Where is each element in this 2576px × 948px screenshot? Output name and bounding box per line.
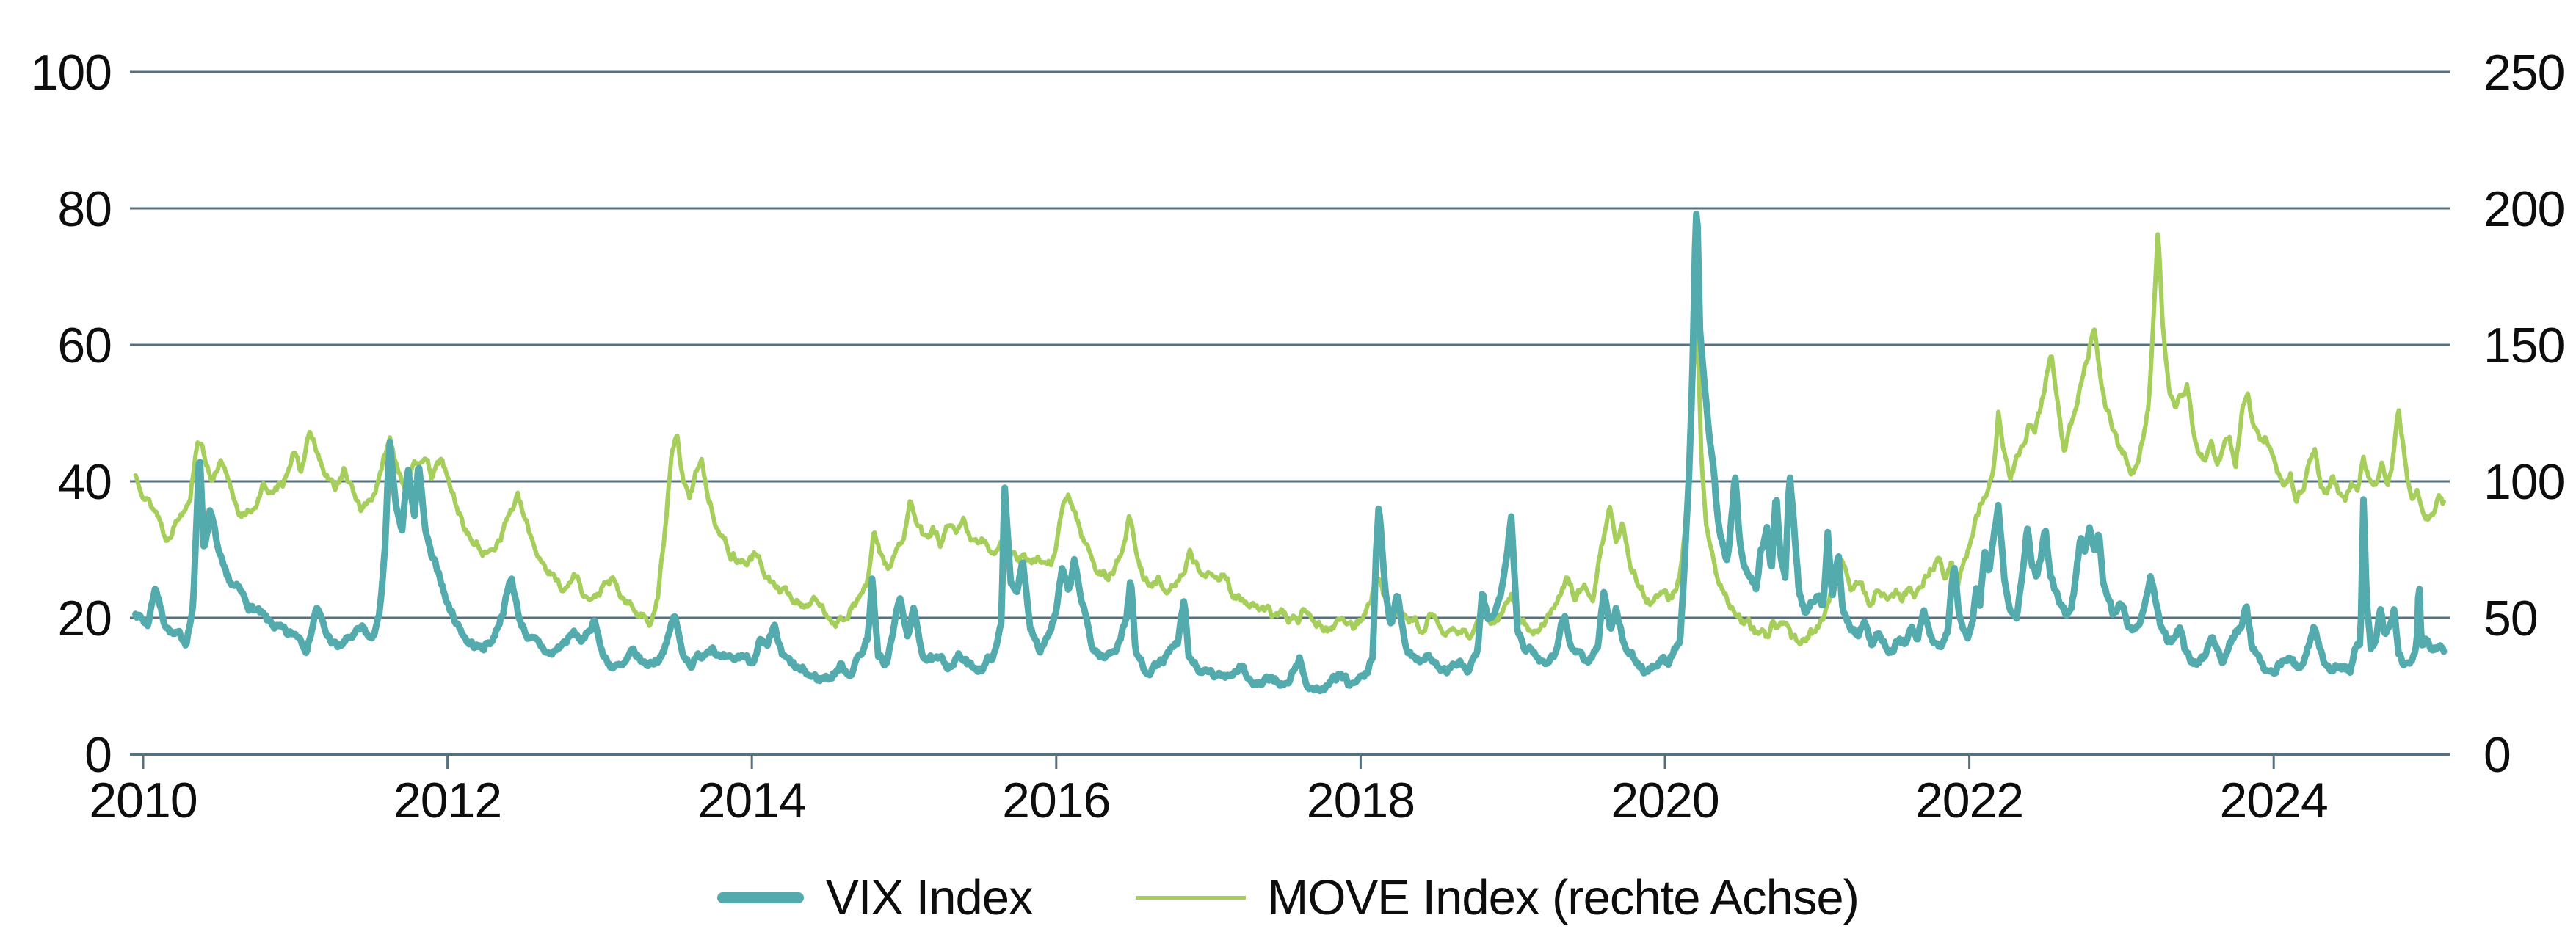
- move-legend-label: MOVE Index (rechte Achse): [1267, 869, 1860, 925]
- series-lines: [132, 211, 2448, 695]
- move-line-swatch: [1135, 895, 1246, 900]
- legend-item-vix: VIX Index: [717, 869, 1034, 926]
- legend-item-move: MOVE Index (rechte Achse): [1135, 869, 1860, 926]
- y-axis-right-label: 150: [2484, 318, 2564, 373]
- y-axis-left-label: 20: [57, 591, 112, 646]
- y-axis-left-label: 80: [57, 181, 112, 237]
- move-line: [133, 232, 2446, 647]
- y-axis-right-label: 250: [2484, 45, 2564, 101]
- x-axis-label: 2024: [2220, 773, 2328, 828]
- axis-labels: 0 20 40 60 80 100 0 50 100 150 200 250 2010 2012 2014 2…: [31, 45, 2566, 828]
- vix-line: [132, 211, 2448, 695]
- y-axis-left-label: 40: [57, 454, 112, 510]
- y-axis-right-label: 200: [2484, 181, 2564, 237]
- x-axis-label: 2012: [393, 773, 501, 828]
- x-axis-label: 2018: [1307, 773, 1415, 828]
- x-axis-label: 2020: [1611, 773, 1719, 828]
- y-axis-right-label: 50: [2484, 591, 2538, 646]
- y-axis-left-label: 60: [57, 318, 112, 373]
- gridlines: [130, 70, 2450, 619]
- x-axis-label: 2022: [1915, 773, 2023, 828]
- x-axis-label: 2016: [1002, 773, 1110, 828]
- y-axis-right-label: 100: [2484, 454, 2564, 510]
- chart-legend: VIX Index MOVE Index (rechte Achse): [0, 864, 2576, 930]
- x-axis-label: 2014: [698, 773, 806, 828]
- y-axis-left-label: 100: [31, 45, 112, 101]
- x-axis-label: 2010: [89, 773, 197, 828]
- x-axis: [130, 753, 2450, 769]
- vix-line-swatch: [717, 892, 805, 903]
- vix-legend-label: VIX Index: [826, 869, 1034, 925]
- y-axis-right-label: 0: [2484, 727, 2511, 783]
- y-axis-left-label: 0: [84, 727, 112, 783]
